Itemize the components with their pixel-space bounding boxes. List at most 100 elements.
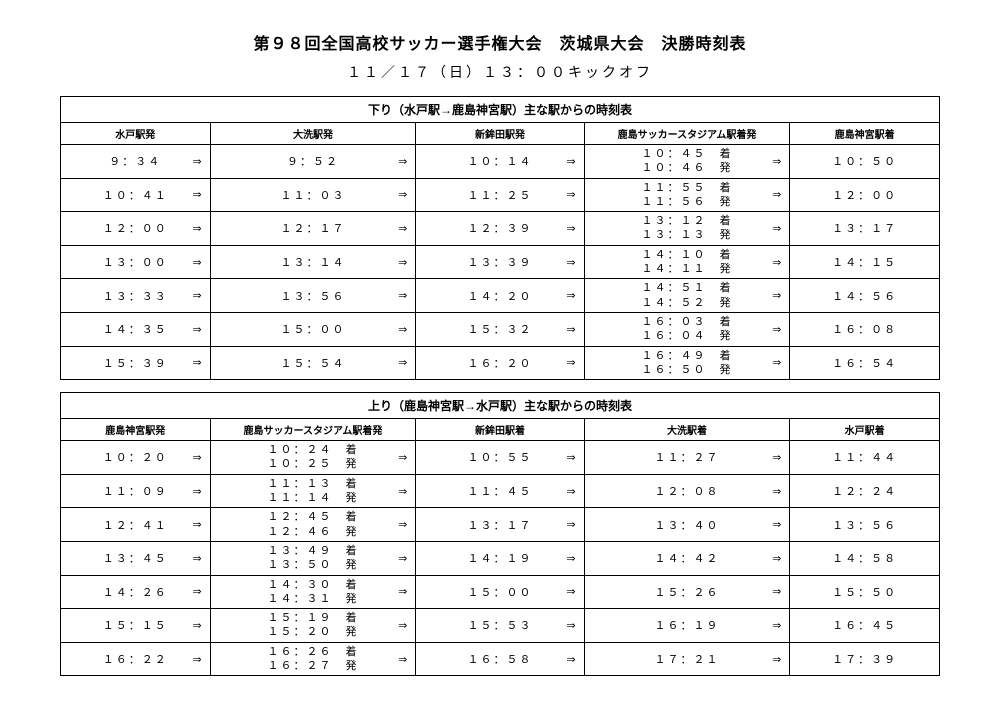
time-cell: １６：２２⇒: [61, 642, 211, 676]
column-header: 鹿島神宮駅発: [61, 419, 211, 441]
column-header: 新鉾田駅着: [416, 419, 584, 441]
time-cell-double: １６：２６ 着１６：２７ 発⇒: [210, 642, 416, 676]
time-cell: １５：５３⇒: [416, 609, 584, 643]
table-row: １５：１５⇒１５：１９ 着１５：２０ 発⇒１５：５３⇒１６：１９⇒１６：４５: [61, 609, 940, 643]
time-cell: １４：３５⇒: [61, 312, 211, 346]
time-cell-double: １３：４９ 着１３：５０ 発⇒: [210, 541, 416, 575]
timetable-up: 上り（鹿島神宮駅→水戸駅）主な駅からの時刻表 鹿島神宮駅発鹿島サッカースタジアム…: [60, 392, 940, 676]
time-cell: １０：１４⇒: [416, 145, 584, 179]
time-cell: １０：４１⇒: [61, 178, 211, 212]
time-cell: １４：５６: [790, 279, 940, 313]
time-cell: １０：２０⇒: [61, 441, 211, 475]
time-cell: ９：５２⇒: [210, 145, 416, 179]
time-cell: １５：１５⇒: [61, 609, 211, 643]
table-row: １３：４５⇒１３：４９ 着１３：５０ 発⇒１４：１９⇒１４：４２⇒１４：５８: [61, 541, 940, 575]
column-header: 大洗駅着: [584, 419, 790, 441]
time-cell: １５：００⇒: [416, 575, 584, 609]
table-row: １２：４１⇒１２：４５ 着１２：４６ 発⇒１３：１７⇒１３：４０⇒１３：５６: [61, 508, 940, 542]
time-cell: １４：１９⇒: [416, 541, 584, 575]
table-row: １３：００⇒１３：１４⇒１３：３９⇒１４：１０ 着１４：１１ 発⇒１４：１５: [61, 245, 940, 279]
time-cell: １６：５８⇒: [416, 642, 584, 676]
time-cell: １１：２７⇒: [584, 441, 790, 475]
time-cell: １６：４５: [790, 609, 940, 643]
time-cell: １５：２６⇒: [584, 575, 790, 609]
time-cell: １５：５０: [790, 575, 940, 609]
time-cell: １６：５４: [790, 346, 940, 380]
table-row: １３：３３⇒１３：５６⇒１４：２０⇒１４：５１ 着１４：５２ 発⇒１４：５６: [61, 279, 940, 313]
time-cell: １０：５０: [790, 145, 940, 179]
time-cell: １４：１５: [790, 245, 940, 279]
time-cell: １２：００⇒: [61, 212, 211, 246]
time-cell: １３：３９⇒: [416, 245, 584, 279]
time-cell: １３：４５⇒: [61, 541, 211, 575]
section-header-up: 上り（鹿島神宮駅→水戸駅）主な駅からの時刻表: [61, 393, 940, 419]
time-cell: １６：０８: [790, 312, 940, 346]
time-cell: １６：２０⇒: [416, 346, 584, 380]
time-cell: １１：０３⇒: [210, 178, 416, 212]
column-header: 水戸駅発: [61, 123, 211, 145]
column-header: 新鉾田駅発: [416, 123, 584, 145]
column-header: 大洗駅発: [210, 123, 416, 145]
time-cell: １５：３９⇒: [61, 346, 211, 380]
time-cell: １５：５４⇒: [210, 346, 416, 380]
time-cell-double: １０：２４ 着１０：２５ 発⇒: [210, 441, 416, 475]
table-row: １０：４１⇒１１：０３⇒１１：２５⇒１１：５５ 着１１：５６ 発⇒１２：００: [61, 178, 940, 212]
table-row: １６：２２⇒１６：２６ 着１６：２７ 発⇒１６：５８⇒１７：２１⇒１７：３９: [61, 642, 940, 676]
time-cell: １３：１４⇒: [210, 245, 416, 279]
time-cell: １２：２４: [790, 474, 940, 508]
time-cell-double: １５：１９ 着１５：２０ 発⇒: [210, 609, 416, 643]
time-cell: １３：５６⇒: [210, 279, 416, 313]
time-cell: １７：２１⇒: [584, 642, 790, 676]
time-cell-double: １６：０３ 着１６：０４ 発⇒: [584, 312, 790, 346]
time-cell-double: １４：３０ 着１４：３１ 発⇒: [210, 575, 416, 609]
time-cell: １２：００: [790, 178, 940, 212]
page-subtitle: １１／１７（日）１３：００キックオフ: [60, 62, 940, 82]
time-cell: １５：００⇒: [210, 312, 416, 346]
table-row: １４：２６⇒１４：３０ 着１４：３１ 発⇒１５：００⇒１５：２６⇒１５：５０: [61, 575, 940, 609]
time-cell: １３：３３⇒: [61, 279, 211, 313]
time-cell: １２：０８⇒: [584, 474, 790, 508]
time-cell: １２：３９⇒: [416, 212, 584, 246]
table-row: ９：３４⇒９：５２⇒１０：１４⇒１０：４５ 着１０：４６ 発⇒１０：５０: [61, 145, 940, 179]
table-row: １０：２０⇒１０：２４ 着１０：２５ 発⇒１０：５５⇒１１：２７⇒１１：４４: [61, 441, 940, 475]
time-cell-double: １４：５１ 着１４：５２ 発⇒: [584, 279, 790, 313]
column-header: 鹿島神宮駅着: [790, 123, 940, 145]
time-cell: １３：１７⇒: [416, 508, 584, 542]
time-cell-double: １０：４５ 着１０：４６ 発⇒: [584, 145, 790, 179]
time-cell: １５：３２⇒: [416, 312, 584, 346]
time-cell-double: １２：４５ 着１２：４６ 発⇒: [210, 508, 416, 542]
time-cell: １４：４２⇒: [584, 541, 790, 575]
time-cell-double: １４：１０ 着１４：１１ 発⇒: [584, 245, 790, 279]
time-cell: １１：０９⇒: [61, 474, 211, 508]
time-cell-double: １１：５５ 着１１：５６ 発⇒: [584, 178, 790, 212]
timetable-down: 下り（水戸駅→鹿島神宮駅）主な駅からの時刻表 水戸駅発大洗駅発新鉾田駅発鹿島サッ…: [60, 96, 940, 380]
time-cell: １３：１７: [790, 212, 940, 246]
time-cell-double: １１：１３ 着１１：１４ 発⇒: [210, 474, 416, 508]
table-row: １４：３５⇒１５：００⇒１５：３２⇒１６：０３ 着１６：０４ 発⇒１６：０８: [61, 312, 940, 346]
time-cell: １３：４０⇒: [584, 508, 790, 542]
column-header: 鹿島サッカースタジアム駅着発: [210, 419, 416, 441]
time-cell: １１：２５⇒: [416, 178, 584, 212]
time-cell: １３：５６: [790, 508, 940, 542]
time-cell: １０：５５⇒: [416, 441, 584, 475]
time-cell: １４：２０⇒: [416, 279, 584, 313]
section-header-down: 下り（水戸駅→鹿島神宮駅）主な駅からの時刻表: [61, 97, 940, 123]
table-row: １５：３９⇒１５：５４⇒１６：２０⇒１６：４９ 着１６：５０ 発⇒１６：５４: [61, 346, 940, 380]
table-row: １２：００⇒１２：１７⇒１２：３９⇒１３：１２ 着１３：１３ 発⇒１３：１７: [61, 212, 940, 246]
time-cell: ９：３４⇒: [61, 145, 211, 179]
time-cell: １４：５８: [790, 541, 940, 575]
table-row: １１：０９⇒１１：１３ 着１１：１４ 発⇒１１：４５⇒１２：０８⇒１２：２４: [61, 474, 940, 508]
page-title: 第９８回全国高校サッカー選手権大会 茨城県大会 決勝時刻表: [60, 30, 940, 54]
time-cell: １２：１７⇒: [210, 212, 416, 246]
time-cell: １６：１９⇒: [584, 609, 790, 643]
column-header: 水戸駅着: [790, 419, 940, 441]
time-cell-double: １３：１２ 着１３：１３ 発⇒: [584, 212, 790, 246]
time-cell: １２：４１⇒: [61, 508, 211, 542]
time-cell: １３：００⇒: [61, 245, 211, 279]
time-cell: １４：２６⇒: [61, 575, 211, 609]
time-cell-double: １６：４９ 着１６：５０ 発⇒: [584, 346, 790, 380]
column-header: 鹿島サッカースタジアム駅着発: [584, 123, 790, 145]
time-cell: １７：３９: [790, 642, 940, 676]
time-cell: １１：４５⇒: [416, 474, 584, 508]
time-cell: １１：４４: [790, 441, 940, 475]
